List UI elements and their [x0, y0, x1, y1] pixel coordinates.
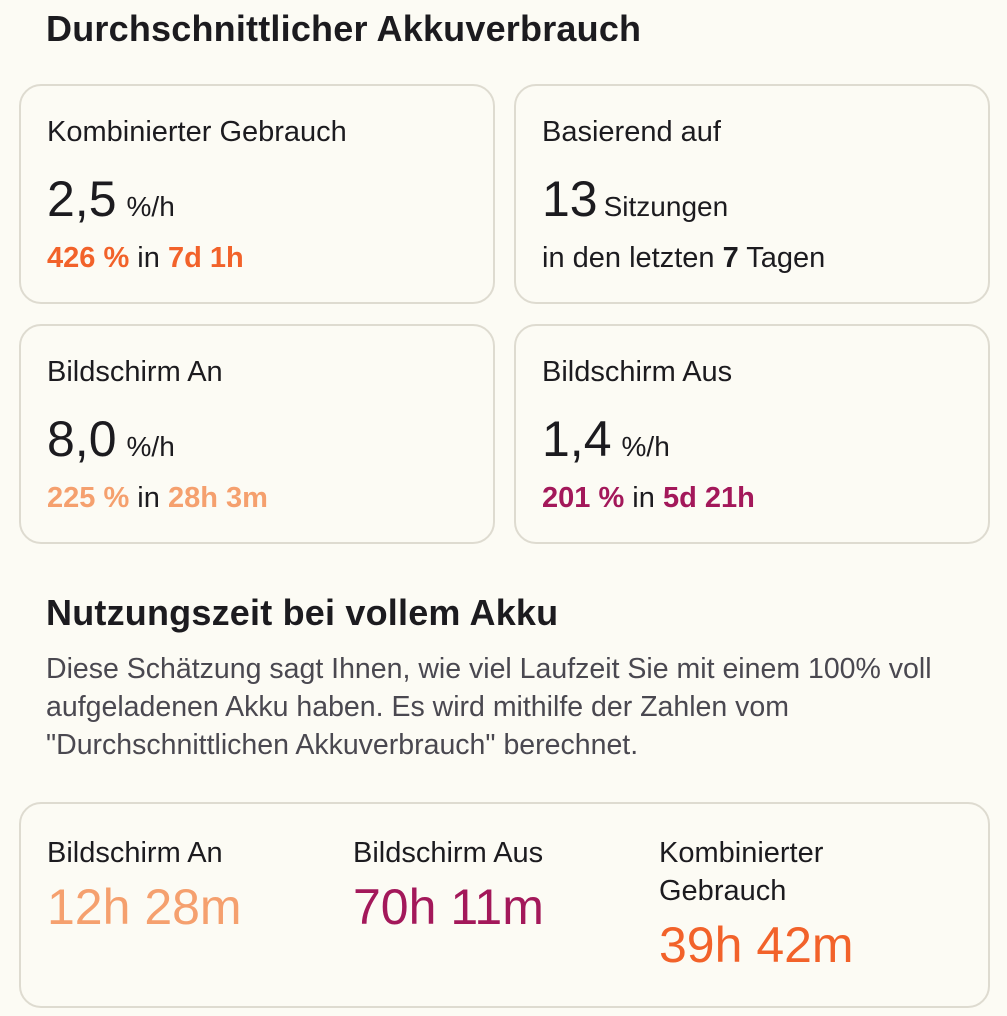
duration-value: 28h 3m — [167, 482, 268, 514]
runtime-label: Bildschirm An — [47, 837, 223, 869]
rate-value: 1,4 — [542, 411, 612, 467]
runtime-value: 70h 11m — [353, 879, 544, 935]
period-summary: in den letzten 7 Tagen — [542, 242, 825, 275]
sessions-count: 13 Sitzungen — [542, 174, 728, 224]
section-title-full-charge: Nutzungszeit bei vollem Akku — [46, 592, 559, 633]
usage-rate: 2,5 %/h — [47, 174, 175, 224]
usage-summary: 426 % in 7d 1h — [47, 242, 244, 275]
usage-rate: 1,4 %/h — [542, 414, 670, 464]
days-value: 7 — [722, 242, 739, 274]
runtime-value: 12h 28m — [47, 879, 242, 935]
runtime-combined: Kombinierter Gebrauch 39h 42m — [659, 834, 854, 970]
rate-unit: %/h — [126, 191, 175, 222]
rate-value: 2,5 — [47, 171, 117, 227]
period-prefix: in den letzten — [542, 242, 715, 274]
duration-value: 5d 21h — [662, 482, 755, 514]
in-label: in — [137, 242, 160, 274]
sessions-value: 13 — [542, 171, 598, 227]
section-title-average-usage: Durchschnittlicher Akkuverbrauch — [46, 8, 642, 49]
rate-value: 8,0 — [47, 411, 117, 467]
usage-rate: 8,0 %/h — [47, 414, 175, 464]
screen-off-card: Bildschirm Aus 1,4 %/h 201 % in 5d 21h — [514, 324, 990, 544]
usage-summary: 225 % in 28h 3m — [47, 482, 268, 515]
rate-unit: %/h — [126, 431, 175, 462]
runtime-screen-off: Bildschirm Aus 70h 11m — [353, 834, 544, 932]
percent-value: 225 % — [47, 482, 130, 514]
card-label: Basierend auf — [542, 116, 721, 148]
card-label: Bildschirm An — [47, 356, 223, 388]
in-label: in — [632, 482, 655, 514]
runtime-label-line2: Gebrauch — [659, 875, 787, 907]
combined-usage-card: Kombinierter Gebrauch 2,5 %/h 426 % in 7d… — [19, 84, 495, 304]
card-label: Kombinierter Gebrauch — [47, 116, 347, 148]
runtime-screen-on: Bildschirm An 12h 28m — [47, 834, 242, 932]
card-label: Bildschirm Aus — [542, 356, 733, 388]
full-charge-description: Diese Schätzung sagt Ihnen, wie viel Lau… — [46, 653, 932, 761]
runtime-value: 39h 42m — [659, 917, 854, 973]
percent-value: 426 % — [47, 242, 130, 274]
runtime-label: Bildschirm Aus — [353, 837, 544, 869]
based-on-card: Basierend auf 13 Sitzungen in den letzten… — [514, 84, 990, 304]
usage-summary: 201 % in 5d 21h — [542, 482, 755, 515]
sessions-label: Sitzungen — [603, 191, 729, 222]
screen-on-card: Bildschirm An 8,0 %/h 225 % in 28h 3m — [19, 324, 495, 544]
rate-unit: %/h — [621, 431, 670, 462]
in-label: in — [137, 482, 160, 514]
runtime-label-line1: Kombinierter — [659, 837, 824, 869]
percent-value: 201 % — [542, 482, 625, 514]
period-suffix: Tagen — [746, 242, 826, 274]
duration-value: 7d 1h — [167, 242, 244, 274]
runtime-estimate-card: Bildschirm An 12h 28m Bildschirm Aus 70h… — [19, 802, 990, 1008]
